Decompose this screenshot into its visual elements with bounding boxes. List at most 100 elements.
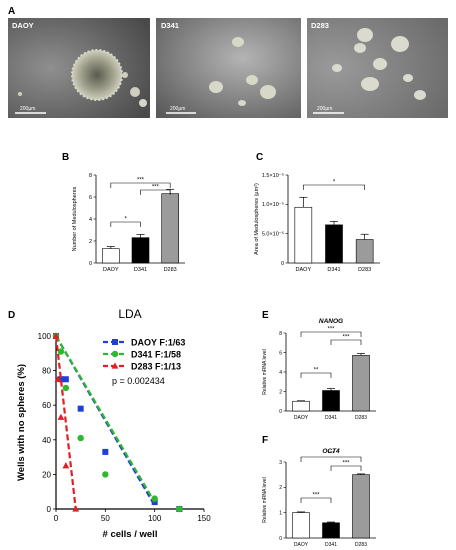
y-tick-label: 8 <box>89 173 92 179</box>
fit-line <box>54 335 77 510</box>
significance-label: *** <box>137 178 145 184</box>
significance-label: *** <box>312 493 320 499</box>
sphere-cluster <box>18 92 22 96</box>
significance-bracket <box>300 497 332 503</box>
bar <box>161 193 179 264</box>
significance-label: *** <box>342 461 350 467</box>
y-tick-label: 3 <box>279 460 282 466</box>
micrograph-label: D341 <box>161 21 179 30</box>
significance-bracket <box>300 331 362 337</box>
data-point <box>62 384 70 392</box>
chart-title: OCT4 <box>322 448 340 455</box>
y-tick-label: 4 <box>279 370 282 376</box>
data-point <box>57 413 65 420</box>
category-label: D283 <box>355 542 367 548</box>
bar <box>352 474 370 539</box>
data-point <box>62 376 69 383</box>
y-tick-label: 1.0×10⁻⁵ <box>262 201 284 208</box>
y-axis-label: Relative mRNA level <box>262 477 268 523</box>
y-tick-label: 0 <box>279 536 282 542</box>
bar <box>322 522 340 539</box>
scale-bar-label: 200µm <box>317 106 332 112</box>
data-point <box>57 376 64 383</box>
panel-b-letter: B <box>62 152 69 163</box>
bar <box>355 239 374 264</box>
legend-label: D283 F:1/13 <box>131 362 181 372</box>
x-tick-label: 0 <box>54 514 59 523</box>
y-axis-label: Relative mRNA level <box>262 349 268 395</box>
scale-bar-label: 200µm <box>20 106 35 112</box>
category-label: D341 <box>325 542 337 548</box>
bar <box>294 206 313 264</box>
panel-d-letter: D <box>8 310 15 321</box>
sphere-cluster <box>238 100 246 106</box>
y-tick-label: 0 <box>47 505 52 514</box>
bar <box>352 355 370 412</box>
significance-label: *** <box>342 335 350 341</box>
category-label: DAOY <box>103 267 119 273</box>
category-label: DAOY <box>296 267 312 273</box>
y-tick-label: 4 <box>89 217 92 223</box>
significance-label: * <box>124 217 127 223</box>
bar <box>292 400 310 412</box>
significance-label: ** <box>314 368 319 374</box>
y-tick-label: 0 <box>279 409 282 415</box>
sphere-cluster <box>232 37 244 47</box>
data-point <box>52 332 60 339</box>
significance-bracket <box>140 189 171 195</box>
sphere-cluster <box>246 75 258 85</box>
significance-bracket <box>110 182 171 188</box>
bar <box>292 512 310 539</box>
panel-a-letter: A <box>8 6 15 17</box>
sphere-cluster <box>209 81 223 93</box>
bar <box>325 224 343 264</box>
p-value: p = 0.002434 <box>112 376 165 386</box>
sphere-cluster <box>260 85 276 99</box>
chart-title: LDA <box>118 307 141 321</box>
y-tick-label: 0 <box>89 261 92 267</box>
y-tick-label: 2 <box>279 485 282 491</box>
data-point <box>102 471 109 478</box>
data-point <box>62 462 70 469</box>
y-tick-label: 5.0×10⁻⁵ <box>262 230 284 237</box>
significance-label: * <box>333 180 336 186</box>
data-point <box>54 375 62 382</box>
y-tick-label: 0 <box>281 261 284 267</box>
y-tick-label: 1 <box>279 510 282 516</box>
category-label: D341 <box>325 415 337 421</box>
y-tick-label: 20 <box>42 470 51 479</box>
y-tick-label: 40 <box>42 436 51 445</box>
panel-f-letter: F <box>262 435 268 446</box>
panel-e-letter: E <box>262 310 269 321</box>
micrograph-d341: D341 200µm <box>156 18 301 118</box>
data-point <box>72 505 80 512</box>
significance-label: *** <box>327 327 335 333</box>
significance-bracket <box>300 372 332 378</box>
sphere-cluster <box>332 64 342 72</box>
significance-bracket <box>300 456 362 462</box>
legend-label: DAOY F:1/63 <box>131 338 185 348</box>
y-tick-label: 100 <box>38 332 52 341</box>
scale-bar-label: 200µm <box>170 106 185 112</box>
legend-marker <box>112 339 118 345</box>
sphere-cluster <box>354 43 366 53</box>
x-axis-label: # cells / well <box>103 529 158 540</box>
category-label: D341 <box>134 267 147 273</box>
y-tick-label: 80 <box>42 367 51 376</box>
category-label: D341 <box>327 267 340 273</box>
category-label: D283 <box>355 415 367 421</box>
y-tick-label: 8 <box>279 331 282 337</box>
sphere-cluster <box>391 36 409 52</box>
data-point <box>77 434 84 442</box>
y-axis-label: Wells with no spheres (%) <box>16 364 27 481</box>
y-tick-label: 6 <box>279 350 282 356</box>
x-tick-label: 50 <box>101 514 110 523</box>
category-label: DAOY <box>294 415 309 421</box>
legend-marker <box>111 350 119 358</box>
micrograph-label: DAOY <box>12 21 34 30</box>
legend-marker <box>111 362 119 369</box>
data-point <box>77 405 84 412</box>
sphere-cluster <box>373 58 387 70</box>
category-label: D283 <box>164 267 177 273</box>
data-point <box>57 348 65 355</box>
